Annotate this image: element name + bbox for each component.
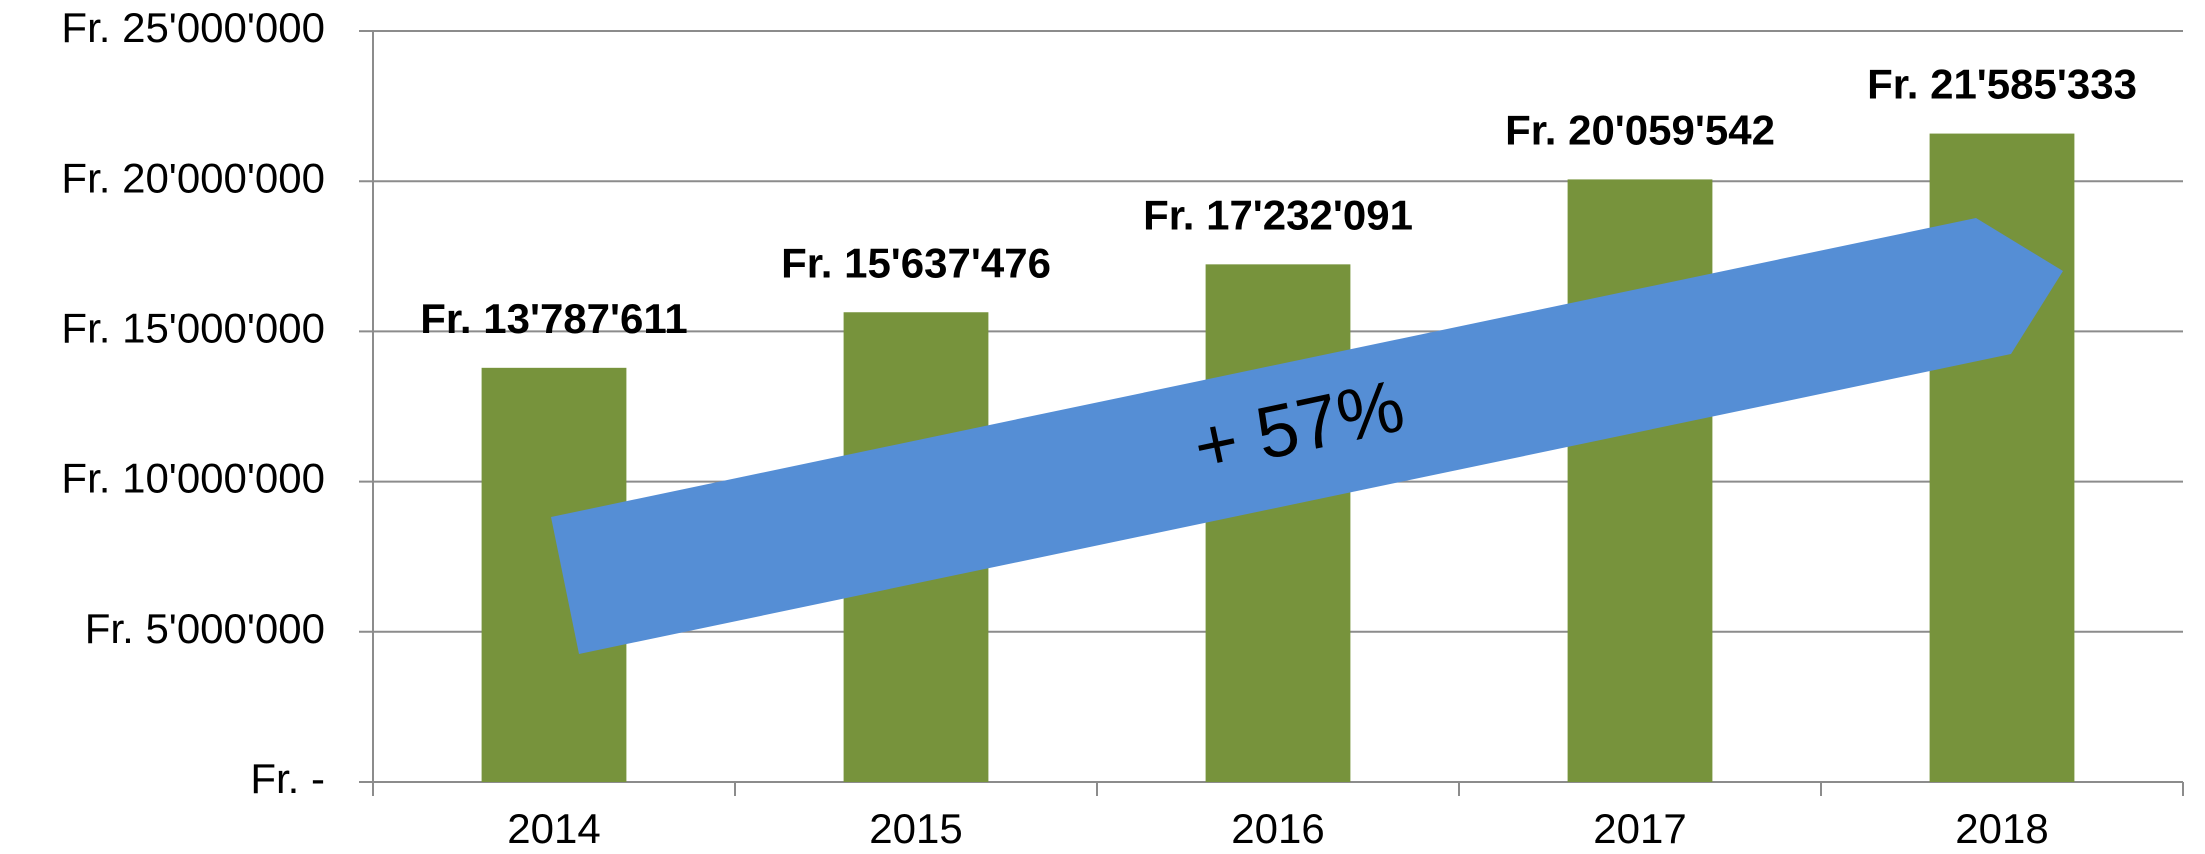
x-tick-label: 2014 [507, 805, 600, 852]
y-tick-label: Fr. 5'000'000 [85, 605, 325, 652]
y-tick-label: Fr. 20'000'000 [61, 154, 325, 201]
x-tick-label: 2017 [1593, 805, 1686, 852]
y-tick-label: Fr. 15'000'000 [61, 304, 325, 351]
y-tick-label: Fr. 10'000'000 [61, 455, 325, 502]
value-label: Fr. 17'232'091 [1143, 191, 1413, 238]
value-label: Fr. 13'787'611 [420, 295, 688, 342]
y-tick-label: Fr. 25'000'000 [61, 4, 325, 51]
x-tick-label: 2018 [1955, 805, 2048, 852]
value-label: Fr. 15'637'476 [781, 239, 1051, 286]
value-label: Fr. 21'585'333 [1867, 61, 2137, 108]
trend-arrow: + 57% [551, 218, 2063, 654]
x-tick-label: 2015 [869, 805, 962, 852]
value-label: Fr. 20'059'542 [1505, 107, 1775, 154]
bar [1567, 179, 1713, 782]
x-tick-label: 2016 [1231, 805, 1324, 852]
y-tick-label: Fr. - [250, 755, 325, 802]
arrow-shape [551, 218, 2063, 654]
bar [1205, 264, 1351, 782]
